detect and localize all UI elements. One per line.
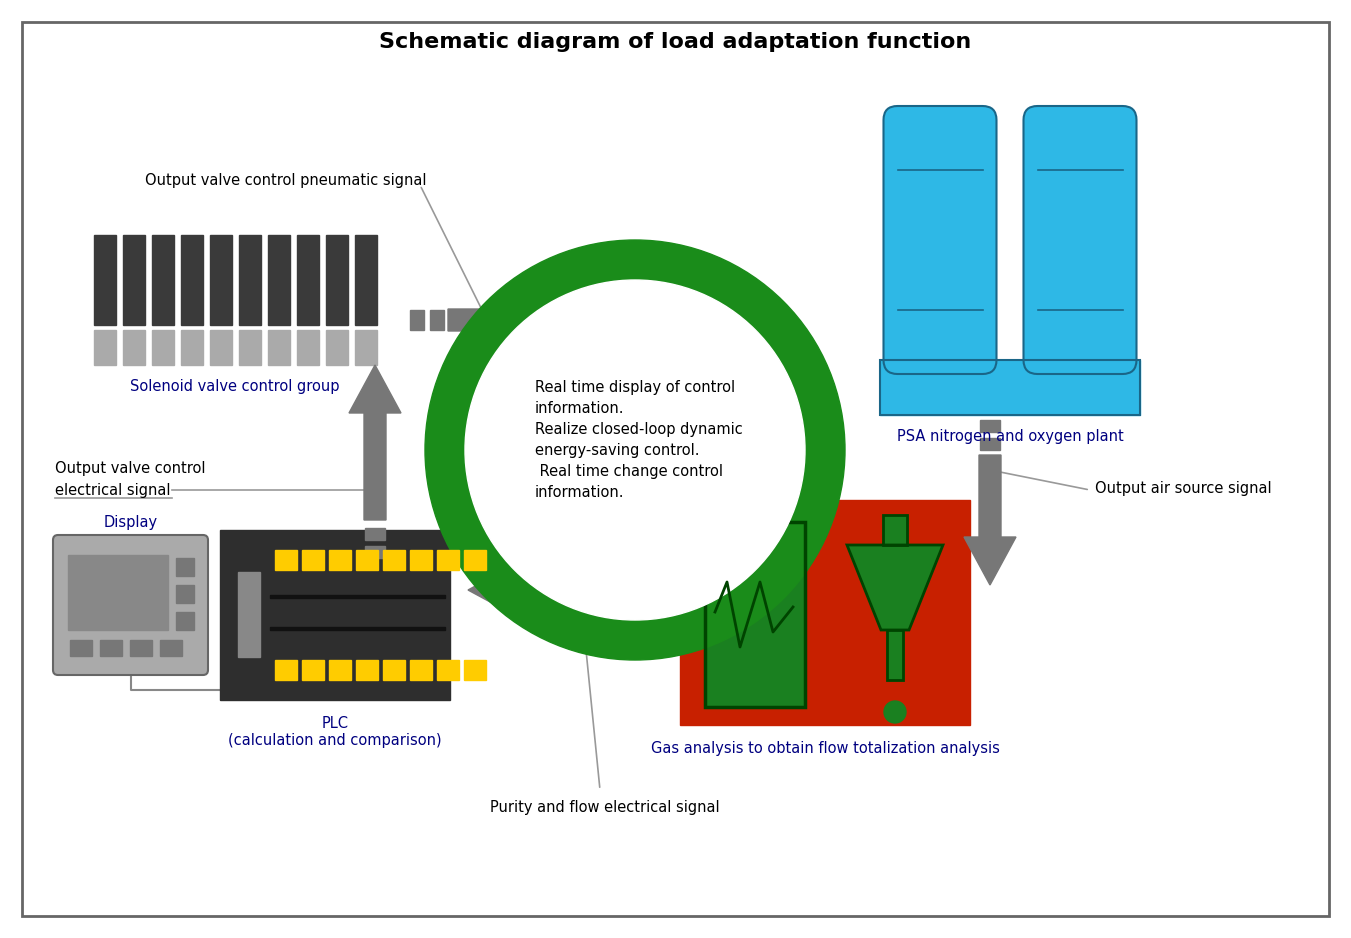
Bar bbox=[430, 310, 444, 330]
Text: Solenoid valve control group: Solenoid valve control group bbox=[130, 379, 339, 394]
Bar bbox=[267, 235, 289, 325]
Bar bbox=[159, 640, 182, 656]
FancyArrow shape bbox=[449, 294, 623, 346]
Bar bbox=[884, 515, 907, 545]
Bar bbox=[880, 360, 1140, 415]
Bar bbox=[209, 235, 231, 325]
Bar bbox=[463, 550, 486, 570]
Bar bbox=[326, 235, 347, 325]
Bar bbox=[354, 330, 377, 365]
Bar bbox=[151, 330, 173, 365]
Bar bbox=[680, 500, 970, 725]
Bar bbox=[270, 595, 444, 598]
Bar bbox=[181, 235, 203, 325]
Bar bbox=[151, 235, 173, 325]
Bar bbox=[220, 530, 450, 700]
Bar bbox=[330, 660, 351, 680]
Bar bbox=[888, 630, 902, 680]
FancyBboxPatch shape bbox=[884, 106, 997, 374]
Bar bbox=[238, 572, 259, 658]
Text: electrical signal: electrical signal bbox=[55, 482, 170, 497]
Circle shape bbox=[426, 240, 844, 660]
Bar bbox=[123, 330, 145, 365]
FancyBboxPatch shape bbox=[53, 535, 208, 675]
Bar bbox=[100, 640, 122, 656]
Bar bbox=[365, 528, 385, 540]
Text: Output valve control pneumatic signal: Output valve control pneumatic signal bbox=[145, 173, 427, 188]
Text: Output air source signal: Output air source signal bbox=[1096, 480, 1271, 495]
Bar bbox=[276, 660, 297, 680]
Bar bbox=[209, 330, 231, 365]
FancyArrow shape bbox=[467, 564, 667, 616]
Bar bbox=[93, 330, 115, 365]
Text: Display: Display bbox=[104, 515, 158, 530]
FancyArrow shape bbox=[349, 365, 401, 520]
Bar bbox=[176, 585, 195, 603]
Bar bbox=[979, 420, 1000, 432]
Bar bbox=[365, 546, 385, 558]
Bar bbox=[884, 515, 907, 545]
Text: PLC
(calculation and comparison): PLC (calculation and comparison) bbox=[228, 716, 442, 749]
Bar bbox=[130, 640, 153, 656]
Bar bbox=[276, 550, 297, 570]
Bar bbox=[270, 627, 444, 630]
Bar bbox=[296, 235, 319, 325]
Bar bbox=[436, 550, 459, 570]
Bar bbox=[888, 630, 902, 680]
Bar bbox=[176, 612, 195, 630]
Bar bbox=[409, 660, 432, 680]
Bar bbox=[705, 522, 805, 707]
FancyBboxPatch shape bbox=[1024, 106, 1136, 374]
Bar bbox=[357, 550, 378, 570]
Bar bbox=[696, 579, 711, 601]
Polygon shape bbox=[847, 545, 943, 630]
Text: Output valve control: Output valve control bbox=[55, 461, 205, 476]
Bar bbox=[330, 550, 351, 570]
Bar bbox=[436, 660, 459, 680]
Text: Purity and flow electrical signal: Purity and flow electrical signal bbox=[490, 800, 720, 815]
Bar bbox=[705, 522, 805, 707]
Bar bbox=[239, 235, 261, 325]
Bar bbox=[303, 550, 324, 570]
Bar bbox=[463, 660, 486, 680]
Bar bbox=[880, 360, 1140, 415]
Bar bbox=[382, 550, 405, 570]
Text: PSA nitrogen and oxygen plant: PSA nitrogen and oxygen plant bbox=[897, 429, 1124, 444]
Bar bbox=[70, 640, 92, 656]
Bar bbox=[676, 579, 690, 601]
Bar bbox=[409, 550, 432, 570]
Bar bbox=[267, 330, 289, 365]
FancyArrow shape bbox=[965, 455, 1016, 585]
Bar bbox=[181, 330, 203, 365]
Bar bbox=[68, 555, 168, 630]
Bar bbox=[303, 660, 324, 680]
Bar bbox=[326, 330, 347, 365]
Circle shape bbox=[884, 701, 907, 723]
Bar bbox=[357, 660, 378, 680]
Bar bbox=[409, 310, 424, 330]
Bar bbox=[123, 235, 145, 325]
Text: Schematic diagram of load adaptation function: Schematic diagram of load adaptation fun… bbox=[380, 32, 971, 52]
Bar bbox=[239, 330, 261, 365]
Bar bbox=[354, 235, 377, 325]
Bar bbox=[382, 660, 405, 680]
Bar bbox=[296, 330, 319, 365]
Text: Real time display of control
information.
Realize closed-loop dynamic
energy-sav: Real time display of control information… bbox=[535, 380, 743, 500]
Text: Gas analysis to obtain flow totalization analysis: Gas analysis to obtain flow totalization… bbox=[651, 741, 1000, 756]
Bar bbox=[176, 558, 195, 576]
Bar bbox=[979, 438, 1000, 450]
Circle shape bbox=[465, 280, 805, 620]
Bar bbox=[93, 235, 115, 325]
